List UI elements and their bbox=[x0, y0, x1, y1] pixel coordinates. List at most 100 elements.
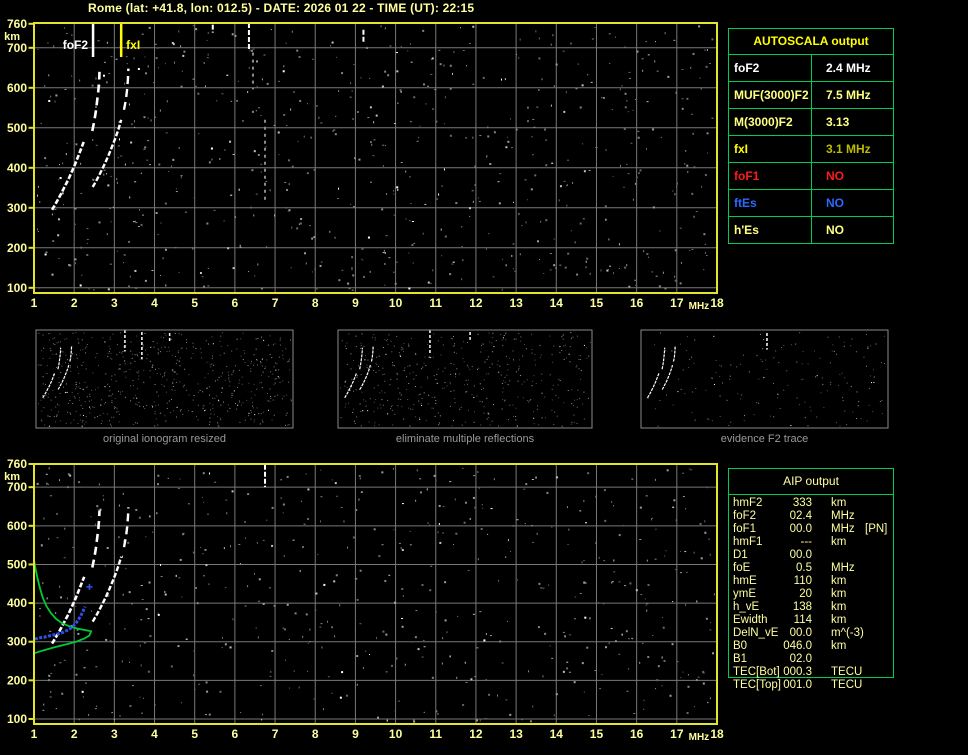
parameter-unit: km bbox=[831, 588, 847, 600]
svg-text:fxI: fxI bbox=[126, 38, 140, 52]
autoscala-table-title: AUTOSCALA output bbox=[729, 29, 893, 55]
parameter-label: Ewidth bbox=[733, 614, 768, 626]
svg-text:10: 10 bbox=[389, 727, 403, 741]
parameter-unit: MHz bbox=[831, 562, 855, 574]
svg-text:16: 16 bbox=[630, 727, 644, 741]
parameter-unit: m^(-3) bbox=[831, 627, 864, 639]
svg-text:2: 2 bbox=[71, 727, 78, 741]
parameter-label: hmF2 bbox=[733, 497, 763, 509]
parameter-label: foF1 bbox=[729, 163, 812, 189]
svg-text:13: 13 bbox=[509, 727, 523, 741]
svg-text:5: 5 bbox=[191, 296, 198, 310]
parameter-value: 110 bbox=[793, 575, 812, 587]
parameter-value: 114 bbox=[793, 614, 812, 626]
svg-text:7: 7 bbox=[272, 727, 279, 741]
svg-text:3: 3 bbox=[111, 296, 118, 310]
aip-table-rows: hmF2 333 km foF2 02.4 MHz foF1 00.0 MHz [PN] hmF1 -… bbox=[728, 497, 908, 692]
parameter-label: MUF(3000)F2 bbox=[729, 82, 812, 108]
aip-row-TECBot: TEC[Bot] 000.3 TECU bbox=[728, 666, 908, 679]
svg-text:300: 300 bbox=[7, 635, 27, 649]
svg-text:8: 8 bbox=[312, 296, 319, 310]
svg-text:10: 10 bbox=[389, 296, 403, 310]
parameter-value: NO bbox=[826, 196, 844, 210]
svg-text:9: 9 bbox=[352, 727, 359, 741]
svg-text:15: 15 bbox=[590, 727, 604, 741]
svg-text:11: 11 bbox=[429, 727, 442, 741]
parameter-value: 001.0 bbox=[783, 679, 812, 691]
svg-text:7: 7 bbox=[272, 296, 279, 310]
parameter-label: foF2 bbox=[733, 510, 757, 522]
page-title: Rome (lat: +41.8, lon: 012.5) - DATE: 20… bbox=[88, 1, 475, 15]
svg-text:14: 14 bbox=[550, 727, 564, 741]
svg-text:100: 100 bbox=[7, 281, 27, 295]
parameter-label: ymE bbox=[733, 588, 756, 600]
parameter-value: 333 bbox=[792, 497, 812, 509]
svg-text:14: 14 bbox=[550, 296, 564, 310]
parameter-label: hmE bbox=[733, 575, 757, 587]
thumbnail-3 bbox=[640, 329, 889, 429]
autoscala-table: AUTOSCALA output foF2 2.4 MHz MUF(3000)F2 7… bbox=[728, 28, 894, 244]
parameter-unit: km bbox=[831, 575, 847, 587]
thumbnail-caption-original: original ionogram resized bbox=[103, 433, 226, 445]
parameter-label: D1 bbox=[733, 549, 748, 561]
svg-text:400: 400 bbox=[7, 596, 27, 610]
svg-text:760: 760 bbox=[7, 17, 27, 31]
thumbnail-caption-evidence: evidence F2 trace bbox=[720, 433, 809, 445]
parameter-label: foF1 bbox=[733, 523, 757, 535]
svg-text:600: 600 bbox=[7, 81, 27, 95]
parameter-value: 7.5 MHz bbox=[826, 88, 871, 102]
svg-text:500: 500 bbox=[7, 557, 27, 571]
aip-row-foE: foE 0.5 MHz bbox=[728, 562, 908, 575]
parameter-value: 0.5 bbox=[796, 562, 812, 574]
parameter-value: 02.4 bbox=[789, 510, 812, 522]
parameter-unit: MHz bbox=[831, 523, 855, 535]
aip-row-B0: B0 046.0 km bbox=[728, 640, 908, 653]
aip-row-DelNvE: DelN_vE 00.0 m^(-3) bbox=[728, 627, 908, 640]
autoscala-table-rows: foF2 2.4 MHz MUF(3000)F2 7.5 MHz M(3000)F2 3.… bbox=[729, 55, 893, 243]
parameter-unit: km bbox=[831, 640, 847, 652]
parameter-unit: km bbox=[831, 497, 847, 509]
aip-row-foF2: foF2 02.4 MHz bbox=[728, 510, 908, 523]
autoscala-row-M3000F2: M(3000)F2 3.13 bbox=[729, 108, 893, 135]
svg-text:16: 16 bbox=[630, 296, 644, 310]
parameter-value: 138 bbox=[792, 601, 812, 613]
svg-text:300: 300 bbox=[7, 201, 27, 215]
svg-text:17: 17 bbox=[670, 727, 684, 741]
svg-text:4: 4 bbox=[151, 296, 158, 310]
aip-row-TECTop: TEC[Top] 001.0 TECU bbox=[728, 679, 908, 692]
svg-text:400: 400 bbox=[7, 161, 27, 175]
parameter-label: foF2 bbox=[729, 55, 812, 81]
thumbnail-1 bbox=[35, 329, 294, 429]
autoscala-row-foF2: foF2 2.4 MHz bbox=[729, 55, 893, 81]
aip-table-box: AIP output bbox=[728, 468, 894, 678]
parameter-label: B1 bbox=[733, 653, 748, 665]
svg-text:17: 17 bbox=[670, 296, 684, 310]
parameter-label: fxI bbox=[729, 136, 812, 162]
svg-text:600: 600 bbox=[7, 519, 27, 533]
parameter-value: 02.0 bbox=[789, 653, 812, 665]
svg-text:MHz: MHz bbox=[689, 301, 710, 312]
aip-row-D1: D1 00.0 bbox=[728, 549, 908, 562]
svg-text:700: 700 bbox=[7, 41, 27, 55]
parameter-unit: km bbox=[831, 614, 847, 626]
svg-text:1: 1 bbox=[31, 296, 38, 310]
svg-text:11: 11 bbox=[429, 296, 442, 310]
parameter-flag: [PN] bbox=[865, 523, 888, 535]
parameter-label: TEC[Bot] bbox=[733, 666, 780, 678]
parameter-label: h'Es bbox=[729, 217, 812, 243]
svg-text:15: 15 bbox=[590, 296, 604, 310]
parameter-value: 00.0 bbox=[789, 549, 812, 561]
svg-text:km: km bbox=[4, 31, 20, 43]
autoscala-row-fxI: fxI 3.1 MHz bbox=[729, 135, 893, 162]
svg-text:200: 200 bbox=[7, 673, 27, 687]
aip-row-Ewidth: Ewidth 114 km bbox=[728, 614, 908, 627]
parameter-value: 2.4 MHz bbox=[826, 61, 871, 75]
autoscala-row-foF1: foF1 NO bbox=[729, 162, 893, 189]
thumbnail-2 bbox=[337, 329, 593, 429]
parameter-value: 00.0 bbox=[789, 627, 812, 639]
parameter-label: hmF1 bbox=[733, 536, 763, 548]
parameter-label: h_vE bbox=[733, 601, 760, 613]
